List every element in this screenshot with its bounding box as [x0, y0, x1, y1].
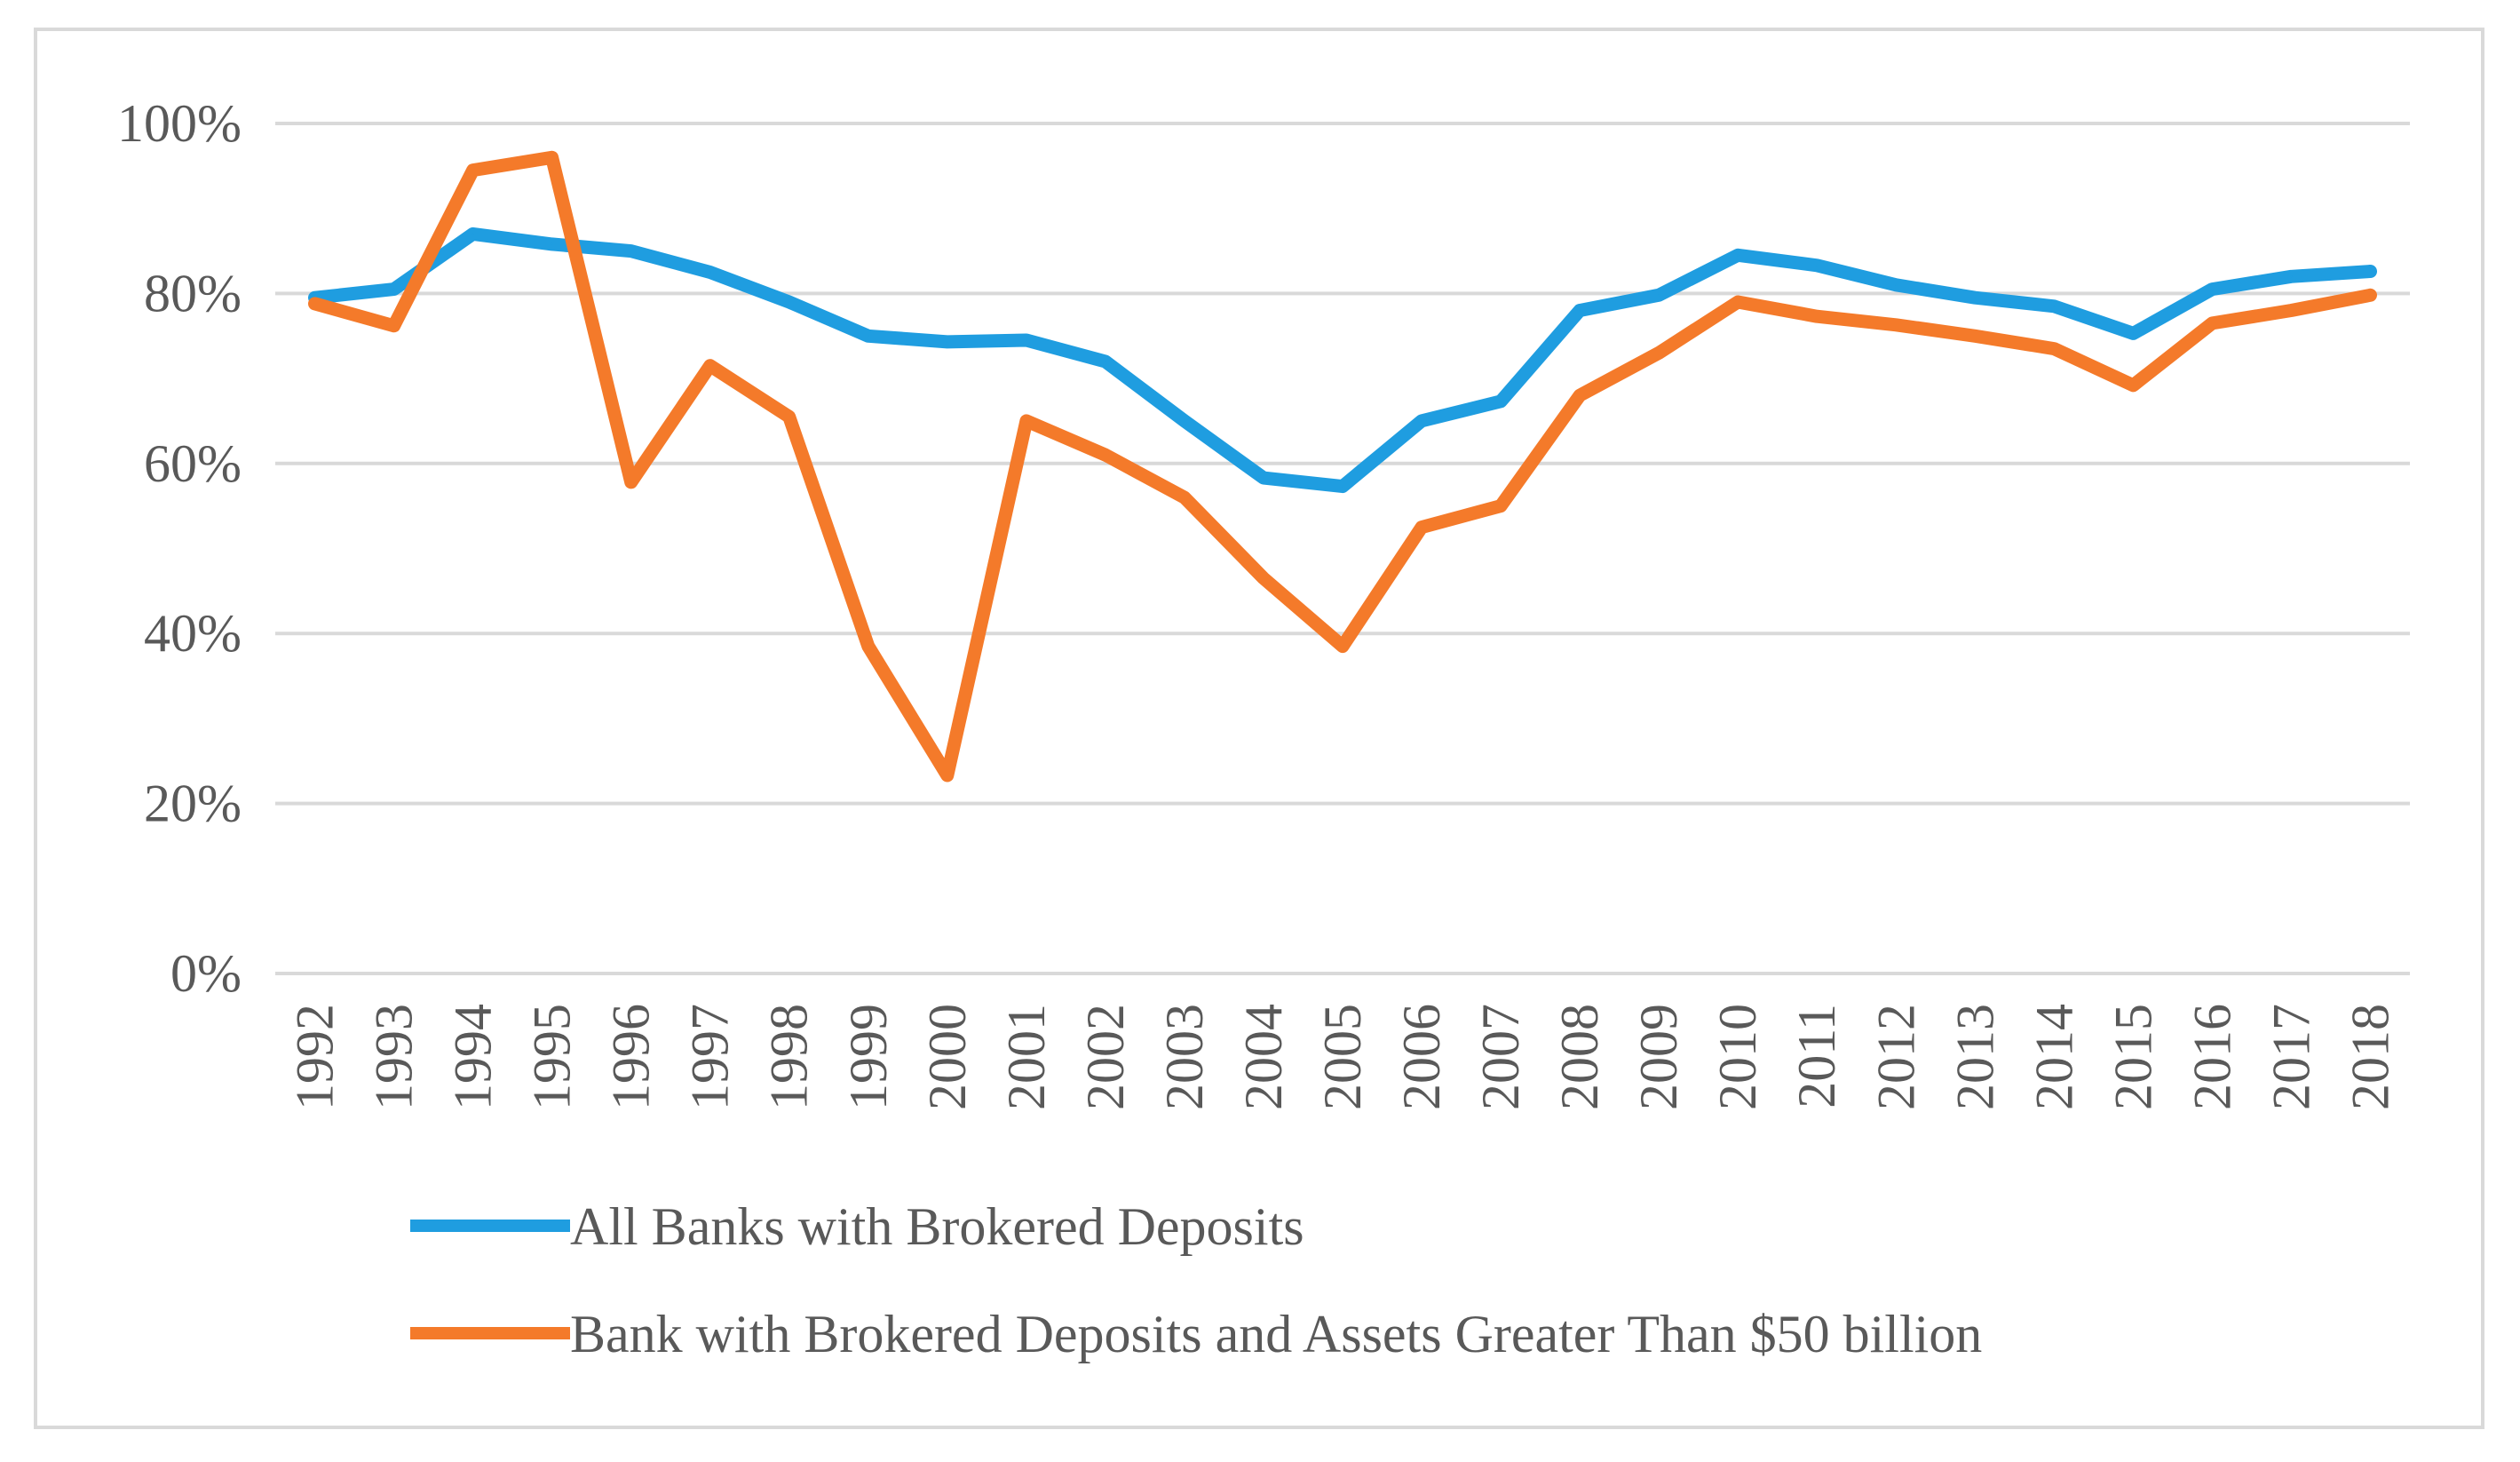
data-point	[551, 242, 553, 245]
data-point	[2369, 270, 2372, 273]
data-point	[1500, 505, 1502, 507]
data-point	[1895, 323, 1898, 326]
data-point	[1025, 339, 1027, 342]
legend-label-large-banks: Bank with Brokered Deposits and Assets G…	[570, 1305, 1982, 1363]
data-point	[867, 645, 869, 648]
x-tick-label: 1997	[681, 1004, 740, 1110]
data-point	[1025, 419, 1027, 422]
data-point	[1737, 300, 1739, 303]
data-point	[2053, 347, 2056, 350]
data-point	[1421, 526, 1423, 528]
legend-label-all-banks: All Banks with Brokered Deposits	[570, 1197, 1304, 1256]
data-point	[1183, 497, 1185, 499]
chart-frame: 0% 20% 40% 60% 80% 100% 1992 1993 1994 1995 1996 1…	[34, 28, 2484, 1429]
x-tick-label: 2005	[1313, 1004, 1372, 1110]
x-tick-label: 2015	[2104, 1004, 2162, 1110]
data-point	[946, 775, 948, 777]
x-tick-label: 2010	[1708, 1004, 1767, 1110]
x-tick-label: 1995	[523, 1004, 582, 1110]
x-tick-label: 2009	[1629, 1004, 1688, 1110]
data-point	[1895, 283, 1898, 286]
data-point	[2132, 332, 2135, 335]
data-point	[1183, 419, 1185, 422]
data-point	[2290, 275, 2293, 278]
data-point	[1816, 315, 1819, 318]
x-tick-label: 2004	[1234, 1004, 1293, 1110]
x-tick-label: 2008	[1550, 1004, 1609, 1110]
data-point	[1974, 335, 1977, 338]
y-tick-label: 60%	[144, 434, 242, 493]
y-tick-label: 80%	[144, 264, 242, 322]
x-tick-label: 2017	[2262, 1004, 2320, 1110]
data-point	[1342, 485, 1343, 488]
data-point	[1500, 400, 1502, 402]
data-point	[472, 233, 474, 235]
data-point	[1104, 360, 1106, 362]
data-point	[2132, 384, 2135, 386]
x-tick-label: 2002	[1076, 1004, 1135, 1110]
data-point	[630, 250, 632, 252]
data-point	[472, 169, 474, 171]
x-tick-label: 1992	[286, 1004, 345, 1110]
x-tick-label: 2007	[1471, 1004, 1530, 1110]
x-axis-tick-labels: 1992 1993 1994 1995 1996 1997 1998 1999 2000 2001…	[286, 1004, 2400, 1110]
data-point	[2211, 288, 2214, 290]
x-tick-label: 2003	[1155, 1004, 1214, 1110]
x-tick-label: 2018	[2341, 1004, 2399, 1110]
data-point	[551, 156, 553, 159]
y-tick-label: 0%	[170, 944, 242, 1003]
y-tick-label: 40%	[144, 604, 242, 663]
data-point	[392, 324, 395, 327]
x-tick-label: 2006	[1392, 1004, 1451, 1110]
data-point	[1104, 454, 1106, 457]
series-lines	[308, 150, 2377, 783]
data-point	[2053, 305, 2056, 307]
data-point	[1421, 419, 1423, 422]
legend: All Banks with Brokered Deposits Bank wi…	[410, 1197, 1982, 1363]
data-point	[1579, 309, 1581, 312]
y-tick-label: 20%	[144, 775, 242, 833]
x-tick-label: 2016	[2183, 1004, 2241, 1110]
x-tick-label: 2001	[997, 1004, 1056, 1110]
data-point	[1974, 297, 1977, 299]
x-tick-label: 1996	[602, 1004, 661, 1110]
data-point	[1816, 264, 1819, 266]
data-point	[1262, 477, 1264, 480]
data-point	[313, 302, 316, 305]
data-point	[867, 335, 869, 338]
data-point	[1658, 294, 1660, 297]
line-chart: 0%20%40%60%80%100% 1992 1993 1994 1995 1996 1…	[117, 94, 2410, 1363]
data-point	[1579, 394, 1581, 397]
data-point	[1658, 352, 1660, 354]
data-point	[788, 300, 790, 303]
data-point	[392, 288, 395, 290]
x-tick-label: 2014	[2025, 1004, 2083, 1110]
x-tick-label: 2011	[1787, 1004, 1846, 1108]
x-tick-label: 1993	[365, 1004, 424, 1110]
data-point	[1737, 254, 1739, 257]
x-tick-label: 2013	[1945, 1004, 2004, 1110]
data-point	[946, 340, 948, 343]
data-point	[2369, 294, 2372, 297]
x-tick-label: 1999	[839, 1004, 898, 1110]
data-point	[630, 481, 632, 483]
data-point	[1262, 576, 1264, 579]
x-tick-label: 1998	[760, 1004, 819, 1110]
data-point	[709, 271, 711, 274]
data-point	[788, 416, 790, 418]
x-tick-label: 2000	[918, 1004, 977, 1110]
x-tick-label: 1994	[444, 1004, 503, 1110]
x-tick-label: 2012	[1866, 1004, 1925, 1110]
y-axis-tick-labels: 0% 20% 40% 60% 80% 100%	[117, 94, 242, 1003]
y-tick-label: 100%	[117, 94, 242, 153]
data-point	[2290, 309, 2293, 312]
data-point	[1342, 645, 1343, 648]
data-point	[709, 364, 711, 367]
data-point	[2211, 322, 2214, 324]
